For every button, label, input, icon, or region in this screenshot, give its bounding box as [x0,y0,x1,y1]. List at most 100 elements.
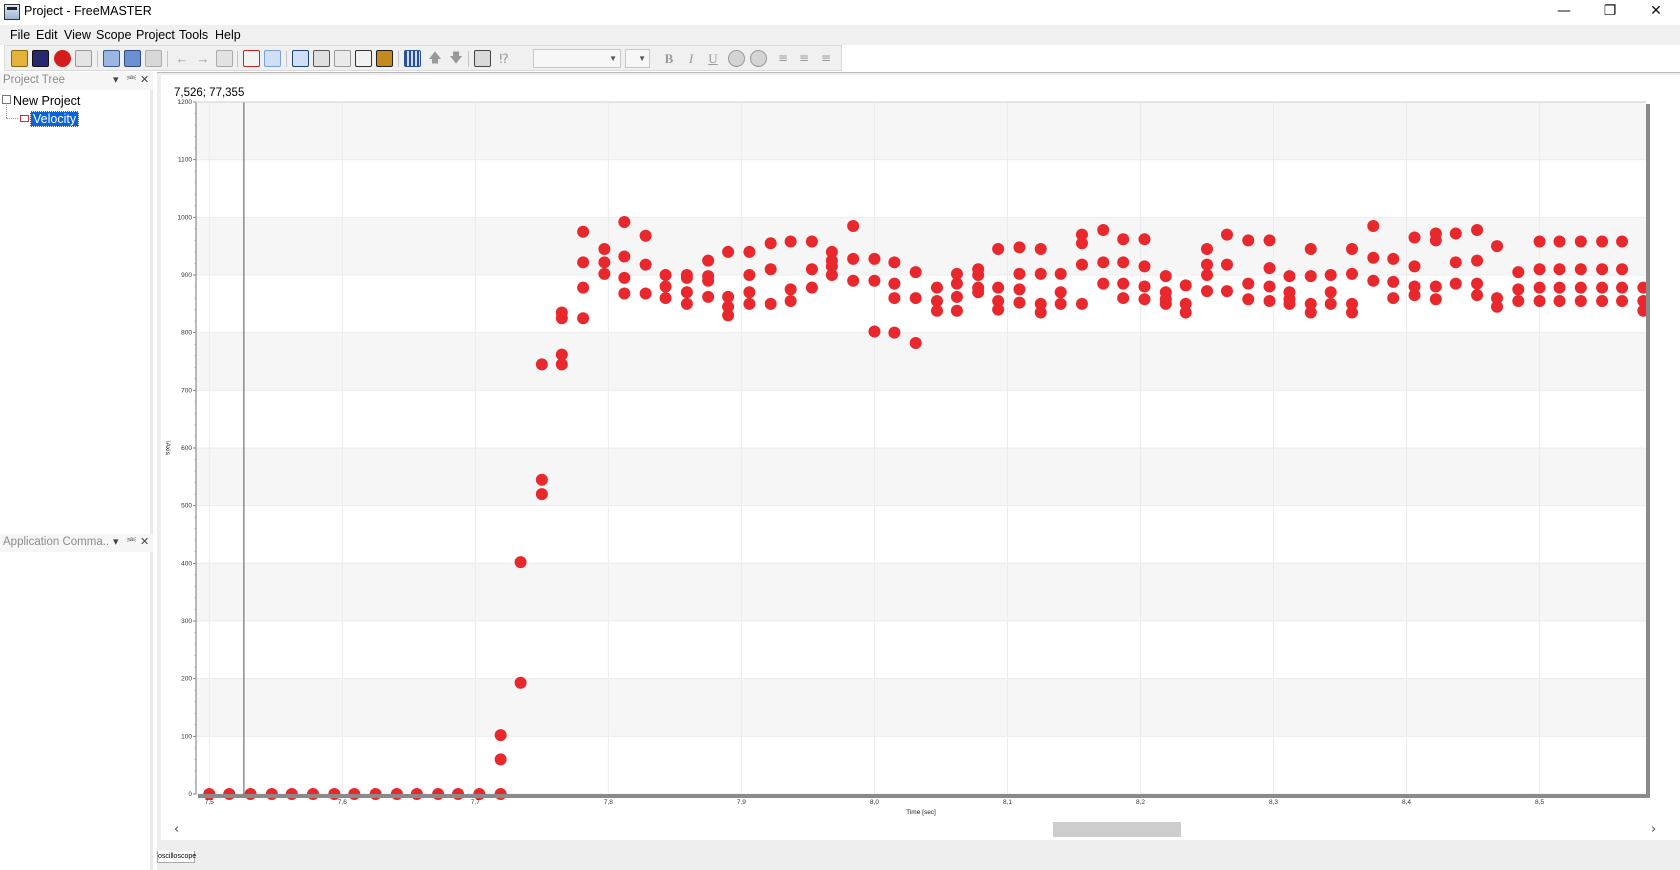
help-icon[interactable]: ⁉ [499,51,509,66]
data-point [1013,267,1026,280]
open-icon[interactable] [11,50,28,67]
text-color-icon[interactable] [728,50,745,67]
back-arrow-icon[interactable]: ← [175,51,189,66]
data-point [598,243,611,256]
data-point [1179,279,1192,292]
horizontal-scrollbar[interactable]: ‹ › [161,820,1680,840]
data-point [1596,281,1609,294]
data-point [577,281,590,294]
data-point [1138,280,1151,293]
data-point [639,287,652,300]
underline-button[interactable]: U [708,51,718,66]
data-point [680,297,693,310]
menu-view[interactable]: View [64,28,91,42]
pin-icon[interactable]: ⎃ [127,535,137,548]
options-icon[interactable] [474,50,491,67]
size-combo[interactable]: ▼ [625,49,650,68]
copy-icon[interactable] [103,50,120,67]
scope-run-icon[interactable] [243,50,260,67]
data-point [909,266,922,279]
data-point [618,271,631,284]
font-combo[interactable]: ▼ [533,49,621,68]
dropdown-icon[interactable]: ▾ [113,73,119,86]
menu-tools[interactable]: Tools [179,28,209,42]
dropdown-icon[interactable]: ▾ [113,535,119,548]
align-center-icon[interactable]: ≡ [798,51,810,65]
restore-button[interactable]: ❐ [1603,3,1617,19]
menu-project[interactable]: Project [136,28,175,42]
data-point [868,252,881,265]
zoom-out-icon[interactable] [313,50,330,67]
save-icon[interactable] [32,50,49,67]
export-icon[interactable] [376,50,393,67]
tree-item-new-project[interactable]: New Project [13,94,81,108]
italic-button[interactable]: I [688,51,694,66]
refresh-icon[interactable] [216,50,233,67]
data-point [722,245,735,258]
scope-chart[interactable]: 0 100 200 300 400 500 600 700 800 900 1000 1100 1200… [161,94,1656,820]
y-tick-label: 200 [181,676,192,683]
pin-icon[interactable]: ⎃ [127,73,137,86]
data-point [847,252,860,265]
toolbar-separator [97,51,98,67]
data-point [1346,267,1359,280]
data-point [888,292,901,305]
data-point [1471,289,1484,302]
zoom-fit-icon[interactable] [355,50,372,67]
stop-icon[interactable] [54,50,71,67]
data-point [1201,258,1214,271]
toolbar-separator [286,51,287,67]
move-up-icon[interactable]: 🡅 [428,51,442,66]
minimize-button[interactable]: — [1557,3,1571,19]
close-button[interactable]: ✕ [1650,3,1662,19]
grid-band [196,159,1646,218]
data-point [1408,289,1421,302]
close-icon[interactable]: ✕ [140,535,150,548]
menu-edit[interactable]: Edit [36,28,58,42]
tree-item-velocity[interactable]: Velocity [30,111,80,127]
data-point [930,304,943,317]
scope-pause-icon[interactable] [264,50,281,67]
print-icon[interactable] [145,50,162,67]
y-tick-label: 800 [181,330,192,337]
tab-oscilloscope[interactable]: oscilloscope [157,851,196,863]
paste-icon[interactable] [124,50,141,67]
close-icon[interactable]: ✕ [140,73,150,86]
x-tick-label: 8,4 [1402,799,1411,806]
data-point [1304,270,1317,283]
data-point [1075,297,1088,310]
data-point [598,256,611,269]
data-point [535,473,548,486]
data-point [784,283,797,296]
scroll-right-icon[interactable]: › [1651,822,1657,837]
grid-icon[interactable] [404,50,421,67]
bold-button[interactable]: B [664,51,674,66]
align-left-icon[interactable]: ≡ [777,51,789,65]
data-point [1512,266,1525,279]
zoom-in-icon[interactable] [292,50,309,67]
grid-band [196,217,1646,275]
data-point [1220,258,1233,271]
scroll-thumb[interactable] [1053,822,1181,837]
menu-help[interactable]: Help [215,28,241,42]
menu-file[interactable]: File [10,28,31,42]
forward-arrow-icon[interactable]: → [196,51,210,66]
data-point [992,294,1005,307]
move-down-icon[interactable]: 🡇 [449,51,463,66]
menu-scope[interactable]: Scope [96,28,132,42]
data-point [1075,228,1088,241]
fill-color-icon[interactable] [750,50,767,67]
x-tick-label: 8,1 [1003,799,1012,806]
tree-connector [6,105,7,118]
data-point [1179,297,1192,310]
data-point [1596,235,1609,248]
data-point [1263,262,1276,275]
properties-icon[interactable] [75,50,92,67]
chart-labels: 0 100 200 300 400 500 600 700 800 900 1000 1100 1200… [178,99,1545,806]
data-point [1449,277,1462,290]
scroll-left-icon[interactable]: ‹ [174,822,180,837]
data-point [743,269,756,281]
zoom-all-icon[interactable] [334,50,351,67]
data-point [743,297,756,310]
align-right-icon[interactable]: ≡ [820,51,832,65]
